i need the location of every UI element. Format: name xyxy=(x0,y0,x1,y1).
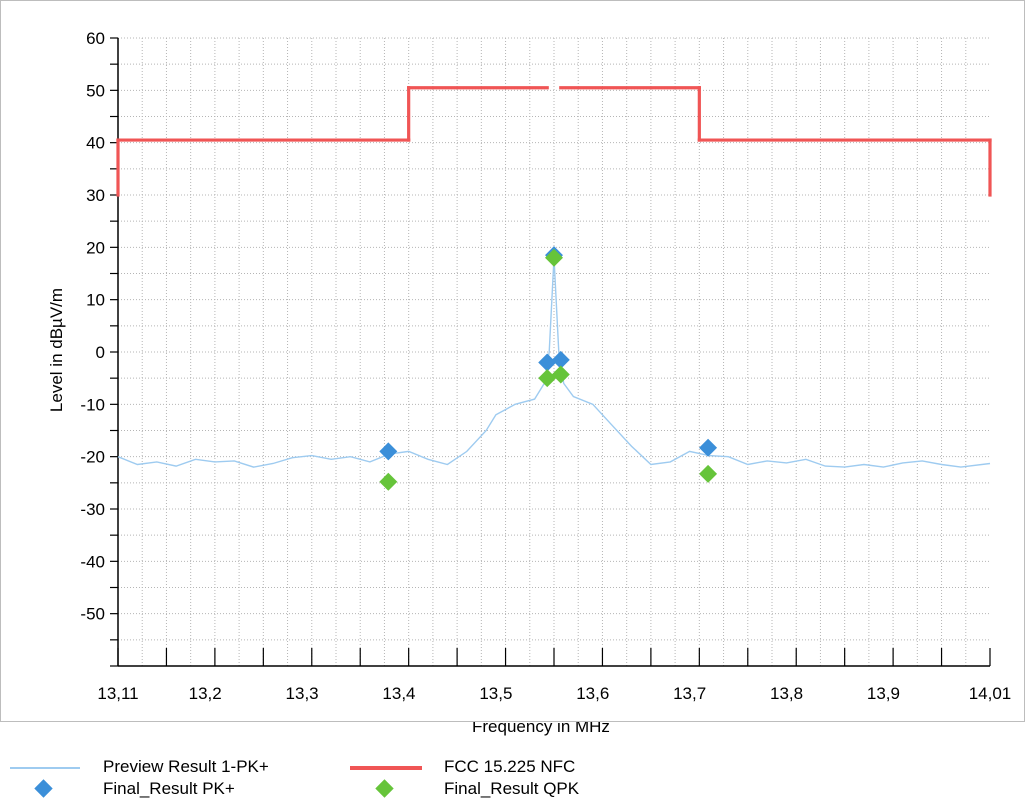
grid-layer xyxy=(118,37,990,666)
legend-label-preview: Preview Result 1-PK+ xyxy=(103,757,269,776)
legend-item-qpk: Final_Result QPK xyxy=(340,778,680,800)
marker-pk xyxy=(379,442,398,461)
marker-qpk xyxy=(379,472,398,491)
series-line-preview xyxy=(117,257,991,468)
y-tick-label: 20 xyxy=(86,238,105,257)
x-tick-label: 13,4 xyxy=(382,684,415,703)
x-tick-label: 13,5 xyxy=(479,684,512,703)
y-tick-label: -30 xyxy=(80,500,105,519)
series-layer xyxy=(116,86,992,468)
y-tick-label: -10 xyxy=(80,395,105,414)
y-tick-label: 10 xyxy=(86,291,105,310)
y-axis-title: Level in dBµV/m xyxy=(47,288,66,412)
x-axis-title-wrap: Frequency in MHz xyxy=(0,722,1026,744)
x-tick-label: 13,8 xyxy=(770,684,803,703)
marker-qpk xyxy=(551,365,570,384)
axis-layer: 60 50 40 30 20 10 0 -10 -20 -30 -40 -50 13,11 13,2 13,… xyxy=(80,29,1011,703)
marker-pk xyxy=(699,438,718,457)
y-tick-label: 40 xyxy=(86,134,105,153)
marker-qpk xyxy=(699,464,718,483)
legend-label-pk: Final_Result PK+ xyxy=(103,779,235,798)
y-tick-label: 50 xyxy=(86,81,105,100)
y-tick-label: -50 xyxy=(80,605,105,624)
chart-frame: 60 50 40 30 20 10 0 -10 -20 -30 -40 -50 13,11 13,2 13,… xyxy=(0,0,1025,722)
emission-chart: 60 50 40 30 20 10 0 -10 -20 -30 -40 -50 13,11 13,2 13,… xyxy=(47,29,1011,703)
marker-qpk xyxy=(545,248,563,267)
y-tick-label: 0 xyxy=(96,343,105,362)
y-tick-label: -40 xyxy=(80,552,105,571)
legend-item-pk: Final_Result PK+ xyxy=(0,778,340,800)
x-tick-label: 13,2 xyxy=(189,684,222,703)
marker-layer xyxy=(379,246,718,491)
legend-label-limit: FCC 15.225 NFC xyxy=(444,757,576,776)
marker-pk xyxy=(551,350,570,369)
legend-swatch-qpk xyxy=(375,779,394,798)
x-tick-label: 13,6 xyxy=(576,684,609,703)
y-tick-label: -20 xyxy=(80,448,105,467)
marker-pk xyxy=(538,353,557,372)
legend-item-limit: FCC 15.225 NFC xyxy=(340,756,680,778)
legend-item-preview: Preview Result 1-PK+ xyxy=(0,756,340,778)
y-tick-label: 60 xyxy=(86,29,105,48)
marker-qpk xyxy=(538,369,557,388)
legend: Preview Result 1-PK+ FCC 15.225 NFC Fina… xyxy=(0,756,1026,811)
legend-swatch-limit xyxy=(350,766,422,770)
x-tick-label: 13,11 xyxy=(97,684,138,703)
legend-swatch-pk xyxy=(34,779,53,798)
x-tick-label: 13,9 xyxy=(867,684,900,703)
x-tick-label: 13,3 xyxy=(286,684,319,703)
x-tick-label: 13,7 xyxy=(673,684,706,703)
legend-swatch-preview xyxy=(10,767,80,769)
legend-label-qpk: Final_Result QPK xyxy=(444,779,580,798)
y-tick-label: 30 xyxy=(86,186,105,205)
x-axis-title: Frequency in MHz xyxy=(472,722,610,736)
x-tick-label: 14,01 xyxy=(969,684,1012,703)
